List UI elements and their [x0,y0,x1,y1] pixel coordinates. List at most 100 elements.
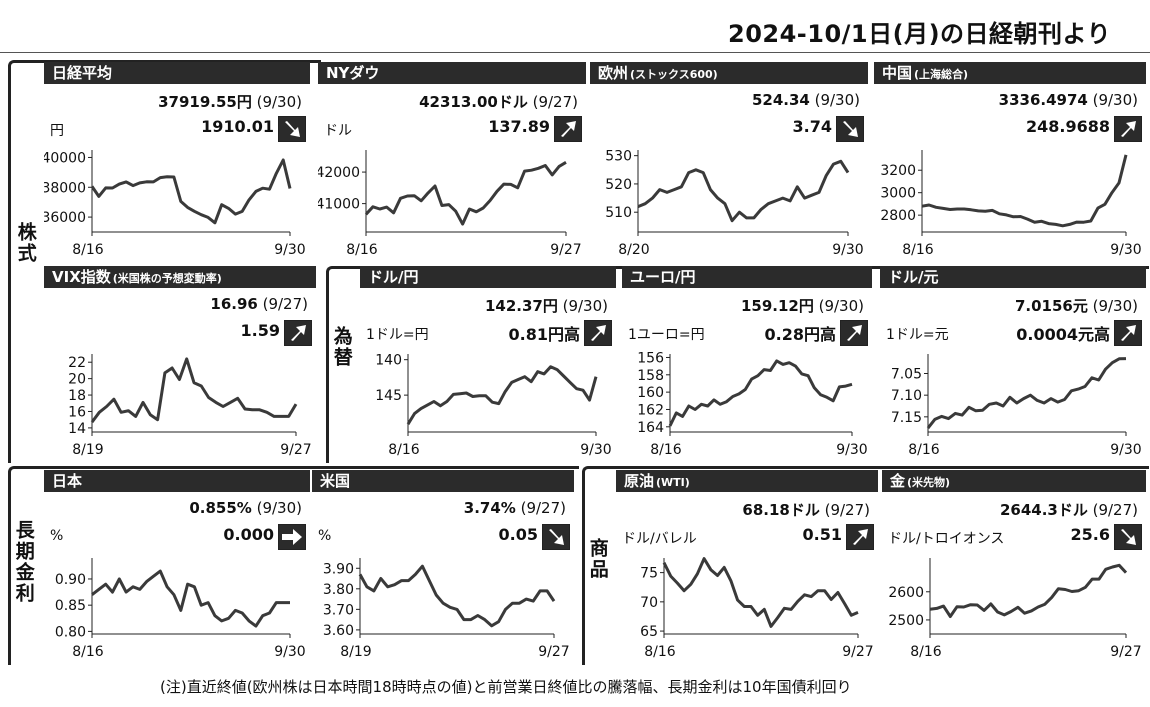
arrow-shape [549,529,564,545]
change-value: 1910.01 [201,117,274,136]
line-chart: 65 70 75 8/16 9/27 [640,557,874,660]
latest-value-date: (9/30) [251,93,302,111]
latest-value: 0.855% (9/30) [189,499,302,517]
chart-title: ドル/円 [360,266,616,288]
chart-panel: ドル/元 7.0156元 (9/30) 1ドル=元 0.0004元高 7.05 7.10 7… [880,266,1146,458]
y-tick-label: 160 [637,385,664,401]
y-tick-label: 2500 [888,613,924,629]
x-tick-label: 9/27 [1110,644,1141,660]
arrow-shape [1121,529,1136,545]
chart-title: 金 (米先物) [882,470,1146,492]
y-tick-label: 3.80 [323,582,354,598]
change-value: 1.59 [240,321,280,340]
y-tick-label: 0.80 [55,624,86,640]
y-tick-label: 158 [637,368,664,384]
chart-panel: 米国 3.74% (9/27)% 0.05 3.60 3.70 3.80 3.90 8/19 9… [312,470,574,660]
x-tick-label: 9/30 [274,242,305,258]
arrow-shape [282,529,302,545]
chart-title-text: 中国 [882,64,913,82]
chart-title: VIX指数 (米国株の予想変動率) [44,266,316,288]
chart-panel: VIX指数 (米国株の予想変動率) 16.96 (9/27) 1.59 14 16 18 20… [44,266,316,458]
arrow-down-icon [1114,524,1142,550]
chart-subtitle: (WTI) [656,476,690,489]
x-tick-label: 8/16 [910,644,942,660]
series-line [358,564,556,628]
chart-title-text: 日経平均 [52,64,113,82]
y-tick-label: 140 [375,353,402,369]
y-tick-label: 41000 [318,197,360,213]
latest-value-number: 0.855% [189,499,252,517]
arrow-glyph [549,529,564,545]
latest-value: 42313.00ドル (9/27) [419,91,578,112]
chart-title: ドル/元 [880,266,1146,288]
arrow-down-icon [542,524,570,550]
latest-value-number: 3336.4974 [998,91,1088,109]
x-tick-label: 8/16 [346,242,378,258]
latest-value: 37919.55円 (9/30) [158,91,302,112]
arrow-glyph [282,529,302,545]
arrow-shape [1121,325,1136,341]
x-tick-label: 9/30 [580,442,611,458]
x-tick-label: 9/27 [550,242,581,258]
x-tick-label: 9/27 [538,644,569,660]
y-tick-label: 75 [640,566,658,582]
chart-title: 欧州 (ストックス600) [590,62,868,84]
arrow-shape [561,121,576,137]
x-tick-label: 8/19 [340,644,371,660]
arrow-up-icon [1114,116,1142,142]
y-tick-label: 510 [605,205,632,221]
arrow-flat-icon [278,524,306,550]
y-tick-label: 2600 [888,585,924,601]
latest-value: 68.18ドル (9/27) [742,499,870,520]
y-tick-label: 530 [605,149,632,165]
x-tick-label: 9/30 [274,644,305,660]
latest-value-date: (9/30) [1087,91,1138,109]
y-tick-label: 42000 [318,165,360,181]
unit-label: 1ユーロ=円 [628,327,705,343]
x-tick-label: 8/16 [388,442,420,458]
y-tick-label: 14 [68,421,86,437]
line-chart: 140 145 8/16 9/30 [375,353,611,458]
y-tick-label: 7.10 [891,388,922,404]
change-value: 0.05 [498,525,538,544]
latest-value-date: (9/30) [251,499,302,517]
unit-label: 1ドル=円 [366,327,429,343]
chart-title-text: NYダウ [326,64,380,82]
chart-panel: ドル/円 142.37円 (9/30) 1ドル=円 0.81円高 140 145 8/16 9… [360,266,616,458]
y-tick-label: 162 [637,402,664,418]
latest-value: 2644.3ドル (9/27) [1000,499,1138,520]
change-value: 0.28円高 [764,325,836,344]
latest-value-number: 42313.00ドル [419,93,528,111]
chart-title-text: ドル/元 [888,268,939,286]
chart-subtitle: (米先物) [907,476,951,489]
arrow-glyph [291,325,306,341]
arrow-shape [1121,121,1136,137]
arrow-up-icon [1114,320,1142,346]
series-line [364,161,567,226]
chart-title-text: VIX指数 [52,268,111,286]
latest-value: 16.96 (9/27) [210,295,308,313]
x-tick-label: 8/19 [72,442,103,458]
footnote: (注)直近終値(欧州株は日本時間18時時点の値)と前営業日終値比の騰落幅、長期金… [160,678,852,696]
chart-title: 原油 (WTI) [616,470,878,492]
line-chart: 2800 3000 3200 8/16 9/30 [880,150,1142,258]
arrow-glyph [847,325,862,341]
chart-title: 日経平均 [44,62,310,84]
arrow-glyph [285,121,300,137]
series-line [929,563,1128,618]
line-chart: 36000 38000 40000 8/16 9/30 [44,150,306,258]
arrow-shape [285,121,300,137]
chart-title-text: 原油 [624,472,655,490]
chart-title-text: ドル/円 [368,268,419,286]
latest-value-number: 68.18ドル [742,501,820,519]
chart-title: 日本 [44,470,310,492]
series-line [406,365,598,425]
chart-panel: NYダウ 42313.00ドル (9/27) ドル 137.89 41000 42000 8… [318,62,586,258]
unit-label: ドル/トロイオンス [888,531,1005,547]
y-tick-label: 36000 [44,210,86,226]
y-tick-label: 20 [68,372,86,388]
series-line [926,357,1127,430]
latest-value-number: 7.0156元 [1014,297,1088,315]
unit-label: 円 [50,123,64,139]
